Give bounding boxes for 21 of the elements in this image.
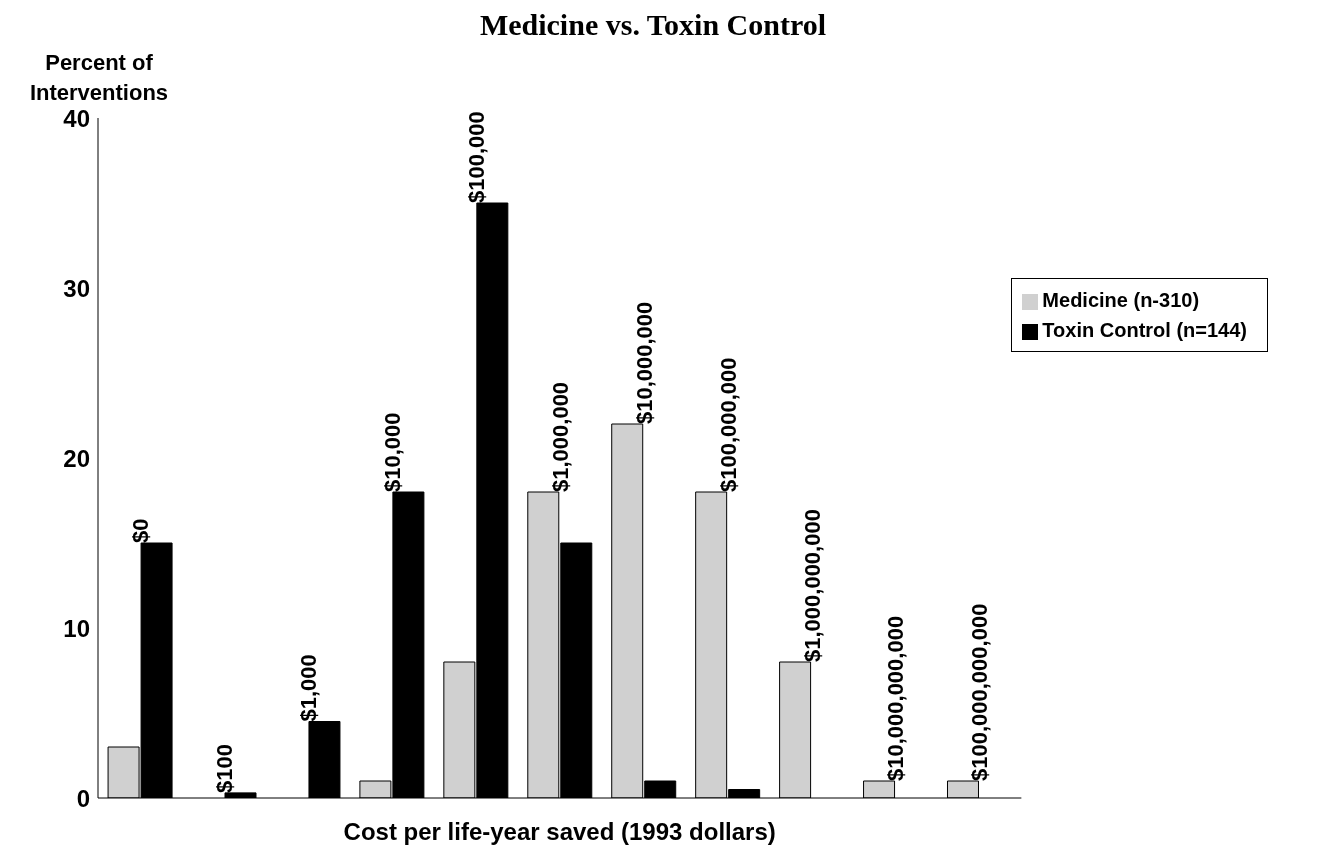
x-tick-label: $1,000,000,000: [799, 509, 825, 662]
x-tick-label: $10,000,000: [631, 301, 657, 424]
x-tick-label: $100: [211, 743, 237, 793]
x-axis-title: Cost per life-year saved (1993 dollars): [343, 818, 776, 845]
x-tick-label: $10,000: [379, 412, 405, 492]
x-tick-label: $1,000,000: [547, 381, 573, 492]
y-tick-label: 0: [76, 784, 90, 812]
legend-label: Medicine (n-310): [1042, 289, 1200, 311]
x-tick-label: $10,000,000,000: [883, 615, 909, 781]
x-tick-label: $0: [127, 518, 153, 543]
y-tick-label: 40: [63, 104, 90, 132]
y-axis-title: Percent of Interventions: [28, 49, 170, 107]
x-tick-label: $1,000: [295, 654, 321, 722]
chart-title: Medicine vs. Toxin Control: [478, 8, 828, 42]
y-tick-label: 10: [63, 614, 90, 642]
legend-label: Toxin Control (n=144): [1042, 319, 1247, 341]
y-tick-label: 20: [63, 444, 90, 472]
x-tick-label: $100,000: [463, 111, 489, 203]
y-tick-label: 30: [63, 274, 90, 302]
x-tick-label: $100,000,000,000: [967, 603, 993, 781]
x-tick-label: $100,000,000: [715, 357, 741, 492]
